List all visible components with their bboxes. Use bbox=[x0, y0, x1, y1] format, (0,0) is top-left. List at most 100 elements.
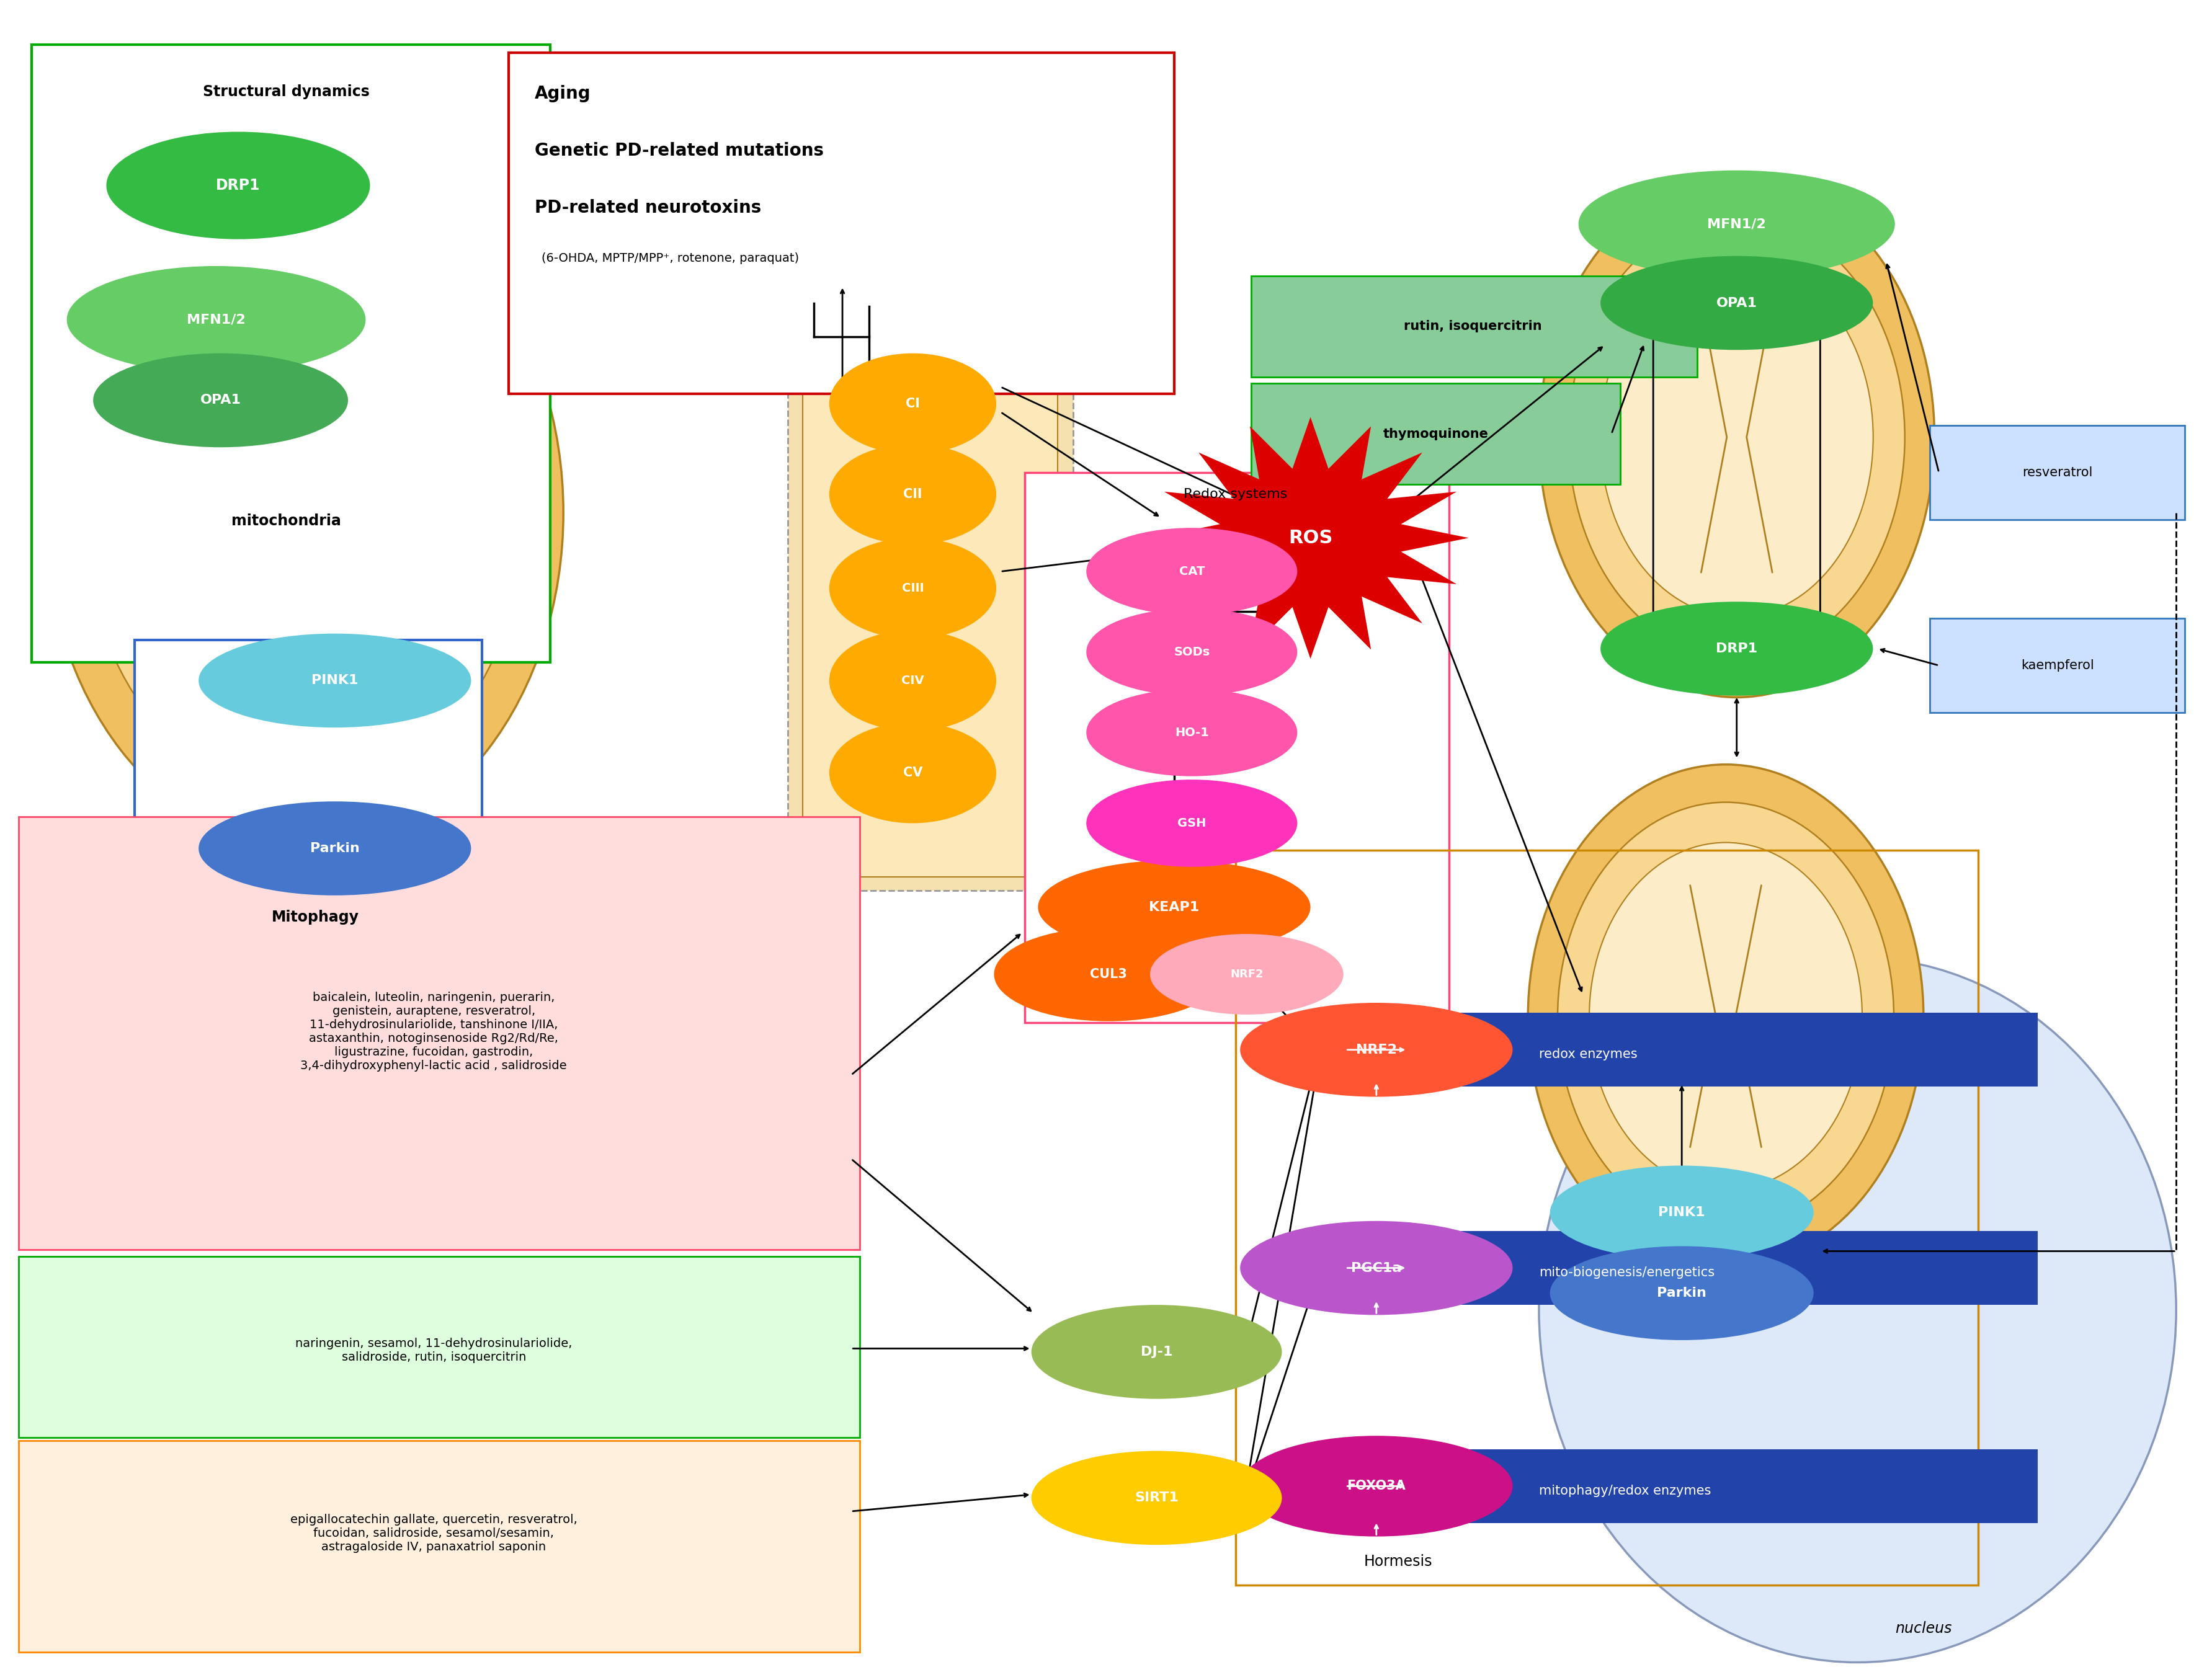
Text: GSH: GSH bbox=[1176, 818, 1207, 830]
FancyBboxPatch shape bbox=[1931, 425, 2186, 519]
Ellipse shape bbox=[1240, 1436, 1513, 1537]
Ellipse shape bbox=[66, 265, 365, 373]
Ellipse shape bbox=[829, 630, 996, 731]
Text: Redox systems: Redox systems bbox=[1183, 489, 1289, 501]
Polygon shape bbox=[1152, 417, 1469, 659]
Ellipse shape bbox=[1150, 934, 1344, 1015]
Text: nucleus: nucleus bbox=[1896, 1621, 1953, 1636]
Ellipse shape bbox=[84, 227, 526, 798]
Text: mito-biogenesis/energetics: mito-biogenesis/energetics bbox=[1539, 1267, 1715, 1278]
FancyBboxPatch shape bbox=[787, 269, 1073, 890]
Ellipse shape bbox=[1601, 257, 1874, 617]
Ellipse shape bbox=[1528, 764, 1924, 1268]
Ellipse shape bbox=[829, 444, 996, 544]
Text: KEAP1: KEAP1 bbox=[1150, 900, 1198, 914]
Ellipse shape bbox=[1038, 860, 1311, 954]
FancyBboxPatch shape bbox=[18, 816, 860, 1250]
Ellipse shape bbox=[1240, 1221, 1513, 1315]
Text: CIV: CIV bbox=[902, 675, 924, 687]
Ellipse shape bbox=[1601, 601, 1874, 696]
Ellipse shape bbox=[1086, 608, 1297, 696]
Text: Aging: Aging bbox=[534, 84, 592, 102]
Text: OPA1: OPA1 bbox=[1715, 297, 1757, 309]
Text: DJ-1: DJ-1 bbox=[1141, 1346, 1172, 1357]
Ellipse shape bbox=[1086, 528, 1297, 615]
Text: resveratrol: resveratrol bbox=[2023, 467, 2093, 479]
Ellipse shape bbox=[829, 722, 996, 823]
Text: CIII: CIII bbox=[902, 583, 924, 595]
FancyBboxPatch shape bbox=[1315, 1231, 2038, 1305]
Text: ROS: ROS bbox=[1289, 529, 1333, 548]
Ellipse shape bbox=[1550, 1247, 1814, 1341]
Text: (6-OHDA, MPTP/MPP⁺, rotenone, paraquat): (6-OHDA, MPTP/MPP⁺, rotenone, paraquat) bbox=[541, 252, 798, 264]
FancyBboxPatch shape bbox=[1315, 1450, 2038, 1524]
Text: epigallocatechin gallate, quercetin, resveratrol,
fucoidan, salidroside, sesamol: epigallocatechin gallate, quercetin, res… bbox=[290, 1514, 578, 1552]
Text: PINK1: PINK1 bbox=[1658, 1206, 1704, 1218]
Text: CAT: CAT bbox=[1179, 566, 1205, 578]
FancyBboxPatch shape bbox=[803, 282, 1058, 877]
Text: HO-1: HO-1 bbox=[1174, 727, 1209, 739]
Text: baicalein, luteolin, naringenin, puerarin,
genistein, auraptene, resveratrol,
11: baicalein, luteolin, naringenin, puerari… bbox=[301, 991, 567, 1072]
Ellipse shape bbox=[106, 131, 369, 239]
FancyBboxPatch shape bbox=[1931, 618, 2186, 712]
Ellipse shape bbox=[92, 353, 347, 447]
Ellipse shape bbox=[1550, 1166, 1814, 1260]
Ellipse shape bbox=[829, 353, 996, 454]
Ellipse shape bbox=[1539, 958, 2177, 1662]
Ellipse shape bbox=[1601, 255, 1874, 349]
Text: PINK1: PINK1 bbox=[312, 674, 358, 687]
FancyBboxPatch shape bbox=[18, 1257, 860, 1438]
FancyBboxPatch shape bbox=[18, 1441, 860, 1653]
Text: mitophagy/redox enzymes: mitophagy/redox enzymes bbox=[1539, 1485, 1711, 1497]
Ellipse shape bbox=[44, 176, 563, 848]
Text: Parkin: Parkin bbox=[310, 842, 361, 855]
Text: SODs: SODs bbox=[1174, 647, 1209, 659]
Ellipse shape bbox=[1086, 780, 1297, 867]
Ellipse shape bbox=[1240, 1003, 1513, 1097]
Ellipse shape bbox=[1031, 1305, 1282, 1399]
Text: kaempferol: kaempferol bbox=[2021, 659, 2093, 672]
Text: Mitophagy: Mitophagy bbox=[270, 911, 358, 924]
Text: DRP1: DRP1 bbox=[1715, 642, 1757, 655]
FancyBboxPatch shape bbox=[134, 640, 482, 998]
Text: PD-related neurotoxins: PD-related neurotoxins bbox=[534, 198, 761, 217]
Ellipse shape bbox=[1539, 176, 1935, 697]
Text: Parkin: Parkin bbox=[1658, 1287, 1706, 1299]
Ellipse shape bbox=[1590, 842, 1863, 1189]
Text: Structural dynamics: Structural dynamics bbox=[202, 84, 369, 99]
Ellipse shape bbox=[125, 281, 484, 744]
Ellipse shape bbox=[1086, 689, 1297, 776]
Text: OPA1: OPA1 bbox=[200, 395, 242, 407]
Ellipse shape bbox=[198, 633, 471, 727]
Text: SIRT1: SIRT1 bbox=[1135, 1492, 1179, 1504]
Text: rutin, isoquercitrin: rutin, isoquercitrin bbox=[1403, 321, 1541, 333]
Text: naringenin, sesamol, 11-dehydrosinulariolide,
salidroside, rutin, isoquercitrin: naringenin, sesamol, 11-dehydrosinulario… bbox=[295, 1337, 572, 1362]
Ellipse shape bbox=[994, 927, 1223, 1021]
Ellipse shape bbox=[1579, 170, 1896, 277]
Ellipse shape bbox=[1557, 803, 1893, 1230]
Text: thymoquinone: thymoquinone bbox=[1383, 428, 1489, 440]
Text: FOXO3A: FOXO3A bbox=[1348, 1480, 1405, 1492]
Ellipse shape bbox=[829, 538, 996, 638]
Text: MFN1/2: MFN1/2 bbox=[187, 314, 246, 326]
Text: PGC1a: PGC1a bbox=[1350, 1262, 1401, 1273]
FancyBboxPatch shape bbox=[1025, 472, 1449, 1023]
Ellipse shape bbox=[1568, 217, 1904, 659]
Text: Genetic PD-related mutations: Genetic PD-related mutations bbox=[534, 141, 825, 160]
FancyBboxPatch shape bbox=[1315, 1013, 2038, 1087]
FancyBboxPatch shape bbox=[1251, 276, 1698, 376]
Text: CI: CI bbox=[906, 398, 919, 410]
FancyBboxPatch shape bbox=[508, 52, 1174, 393]
Text: Hormesis: Hormesis bbox=[1363, 1554, 1432, 1569]
Text: NRF2: NRF2 bbox=[1357, 1043, 1396, 1057]
FancyBboxPatch shape bbox=[1251, 383, 1621, 484]
Text: CII: CII bbox=[904, 489, 921, 501]
Text: CUL3: CUL3 bbox=[1091, 968, 1126, 981]
Text: DRP1: DRP1 bbox=[216, 178, 259, 193]
Text: NRF2: NRF2 bbox=[1229, 969, 1262, 979]
Text: MFN1/2: MFN1/2 bbox=[1706, 218, 1766, 230]
Text: redox enzymes: redox enzymes bbox=[1539, 1048, 1638, 1060]
Text: CV: CV bbox=[904, 766, 921, 780]
FancyBboxPatch shape bbox=[31, 44, 550, 662]
Ellipse shape bbox=[198, 801, 471, 895]
